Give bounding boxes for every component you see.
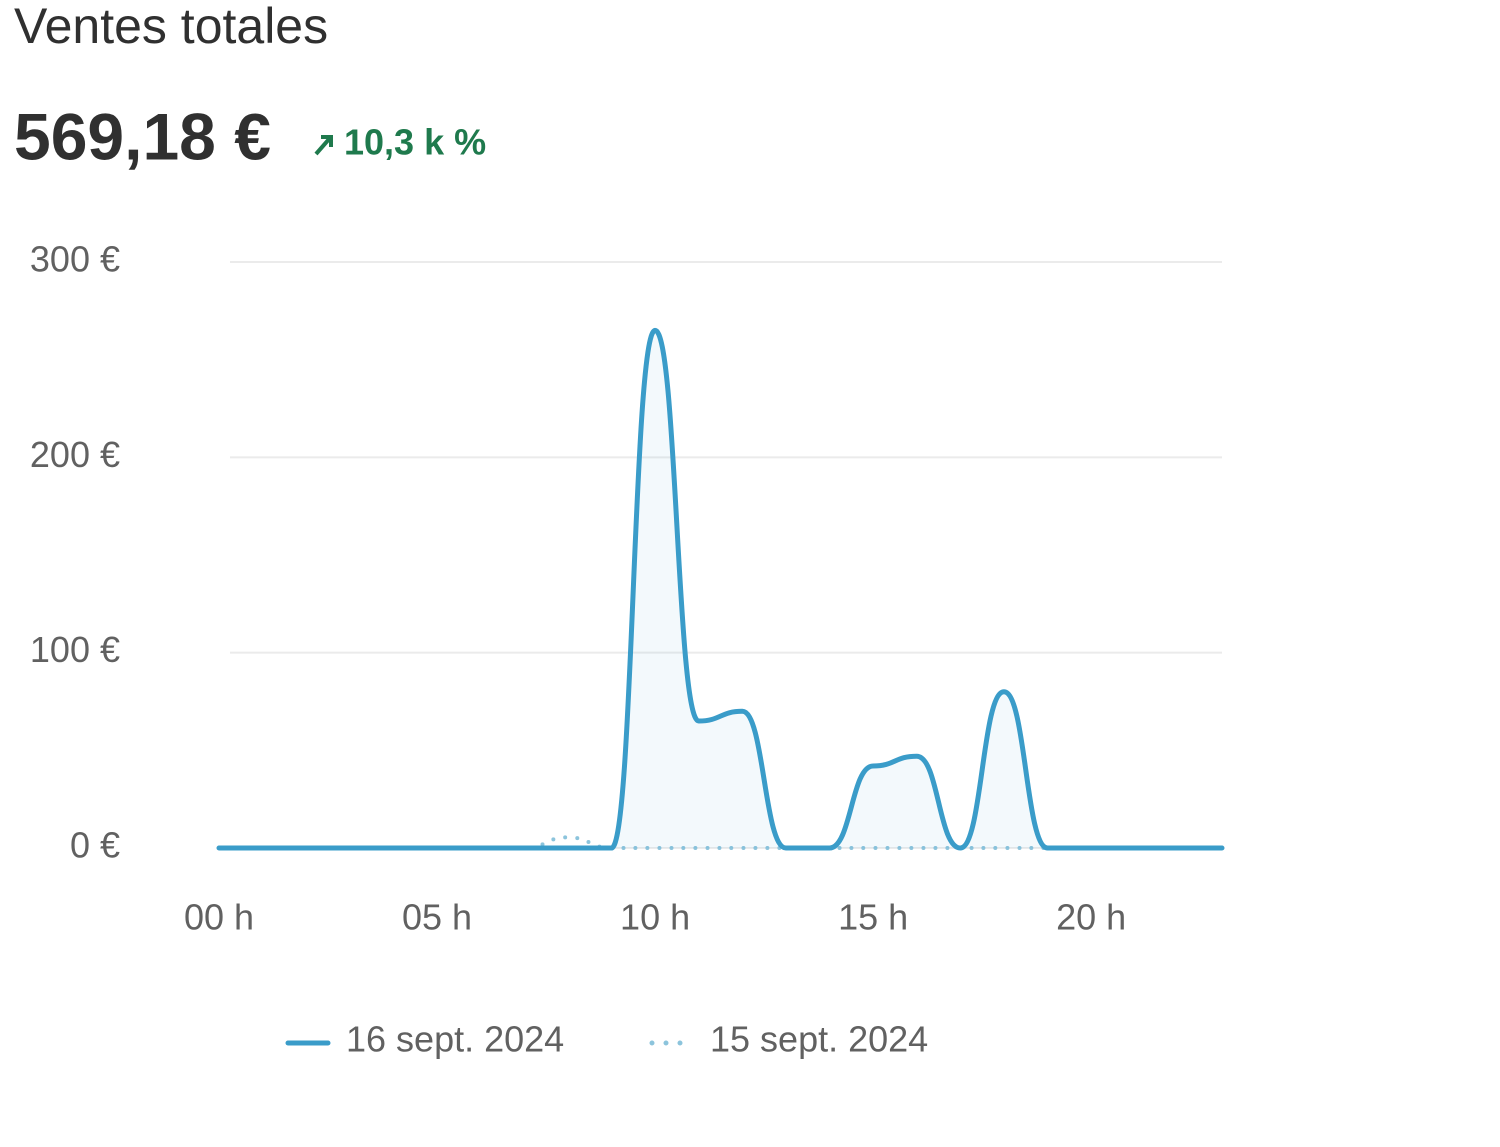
area xyxy=(219,330,1222,848)
legend-label: 15 sept. 2024 xyxy=(710,1019,928,1060)
arrow-icon xyxy=(314,135,333,156)
title: Ventes totales xyxy=(14,0,328,54)
y-tick-label: 0 € xyxy=(70,825,120,866)
x-tick-label: 00 h xyxy=(184,897,254,938)
total: 569,18 € xyxy=(14,99,271,173)
y-tick-label: 300 € xyxy=(30,239,120,280)
series-line xyxy=(216,327,1225,851)
y-tick-label: 100 € xyxy=(30,629,120,670)
x-tick-label: 20 h xyxy=(1056,897,1126,938)
change: 10,3 k % xyxy=(344,122,486,163)
x-tick-label: 10 h xyxy=(620,897,690,938)
x-tick-label: 05 h xyxy=(402,897,472,938)
x-tick-label: 15 h xyxy=(838,897,908,938)
y-tick-label: 200 € xyxy=(30,434,120,475)
legend-label: 16 sept. 2024 xyxy=(346,1019,564,1060)
